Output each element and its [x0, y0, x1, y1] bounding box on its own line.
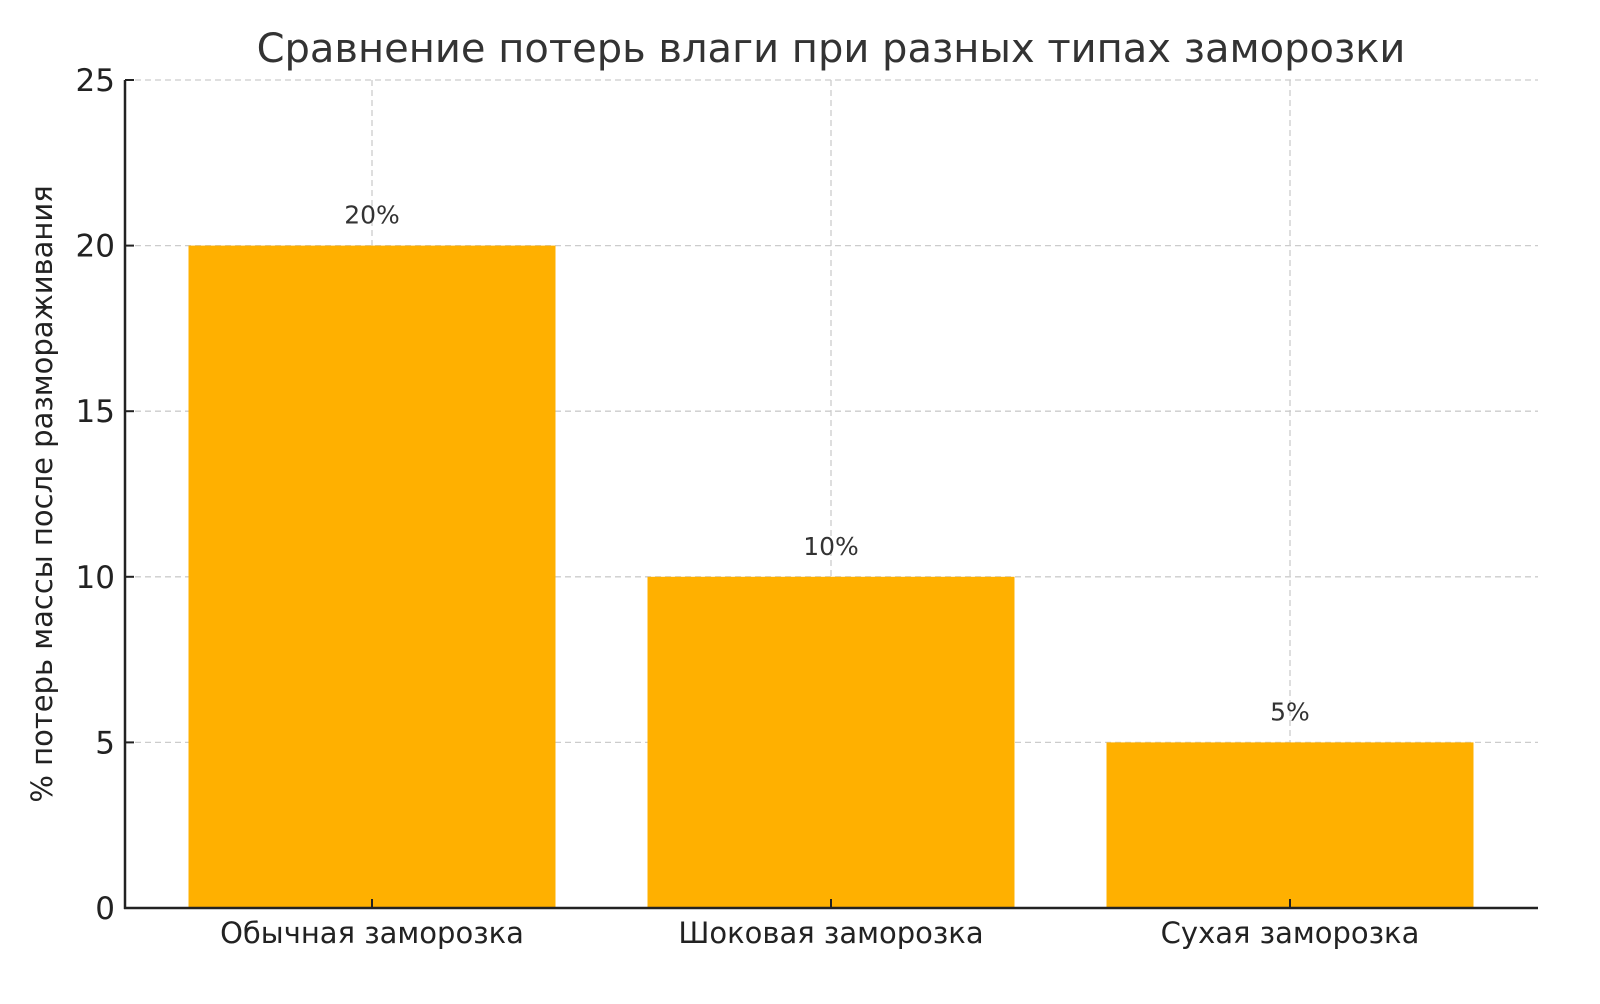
x-tick-label: Сухая заморозка	[1161, 916, 1420, 950]
x-axis-ticks: Обычная заморозка Шоковая заморозка Сухая …	[220, 899, 1419, 950]
bar	[1106, 742, 1474, 908]
data-label: 5%	[1270, 697, 1310, 726]
bars: 20% 10% 5%	[188, 201, 1474, 909]
y-tick-label: 10	[76, 560, 115, 596]
bar	[647, 576, 1015, 908]
data-label: 20%	[344, 201, 400, 230]
data-label: 10%	[803, 532, 859, 561]
bar	[188, 245, 556, 909]
y-tick-label: 15	[76, 394, 115, 430]
x-tick-label: Шоковая заморозка	[678, 916, 983, 950]
x-tick-label: Обычная заморозка	[220, 916, 524, 950]
y-axis-ticks: 0 5 10 15 20 25	[76, 63, 134, 927]
chart-title: Сравнение потерь влаги при разных типах …	[257, 26, 1406, 72]
y-tick-label: 5	[95, 725, 115, 761]
y-tick-label: 0	[95, 891, 115, 927]
y-tick-label: 20	[76, 229, 115, 265]
y-tick-label: 25	[76, 63, 115, 99]
y-axis-label: % потерь массы после размораживания	[25, 185, 59, 802]
